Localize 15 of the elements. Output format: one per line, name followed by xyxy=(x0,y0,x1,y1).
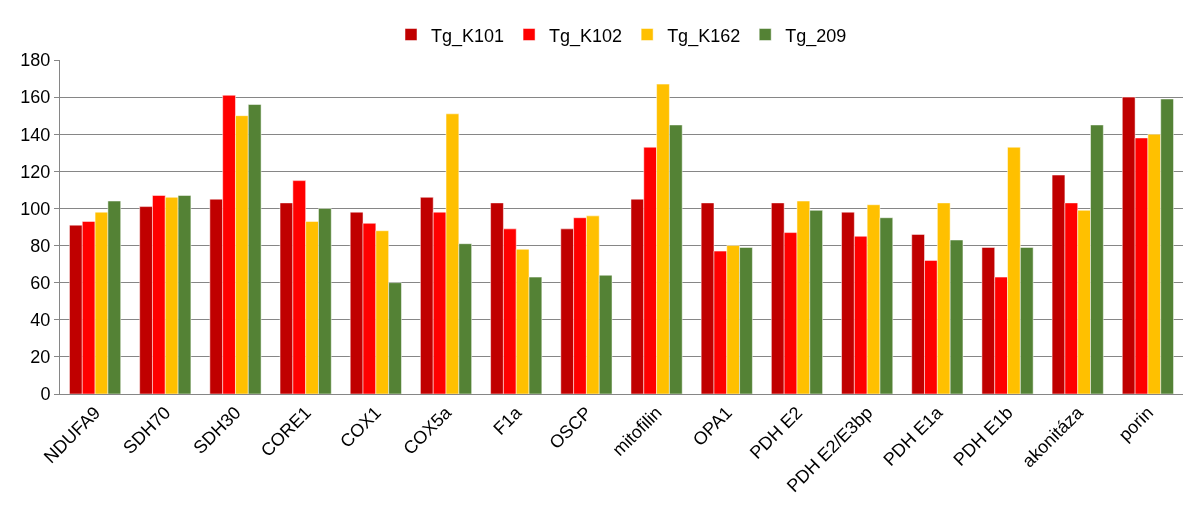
y-tick-label: 20 xyxy=(30,347,51,368)
y-tick-label: 0 xyxy=(40,384,51,405)
legend-label: Tg_K101 xyxy=(431,25,505,47)
y-tick-label: 120 xyxy=(20,161,51,182)
y-tick-label: 40 xyxy=(30,310,51,331)
x-tick-label: F1a xyxy=(489,401,527,439)
y-tick-label: 140 xyxy=(20,124,51,145)
y-tick-label: 60 xyxy=(30,272,51,293)
legend-label: Tg_209 xyxy=(785,25,847,47)
y-tick-label: 160 xyxy=(20,87,51,108)
legend-label: Tg_K102 xyxy=(549,25,623,47)
y-tick-label: 180 xyxy=(20,50,51,71)
legend-label: Tg_K162 xyxy=(667,25,741,47)
y-tick-label: 80 xyxy=(30,235,51,256)
y-tick-label: 100 xyxy=(20,198,51,219)
